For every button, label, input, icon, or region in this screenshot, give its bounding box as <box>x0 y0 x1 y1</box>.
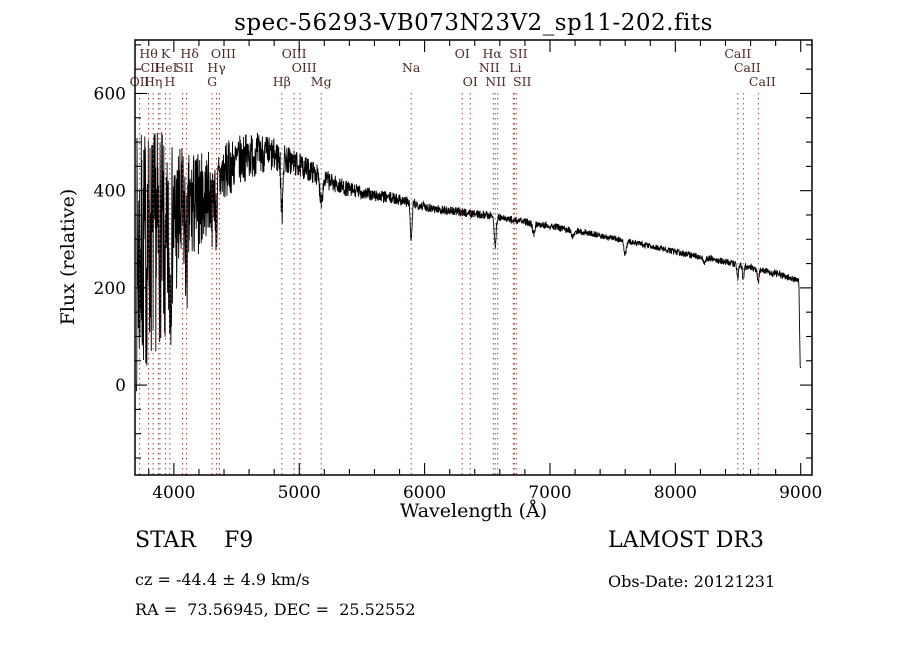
spectral-line-label: OI <box>455 46 470 61</box>
plot-title: spec-56293-VB073N23V2_sp11-202.fits <box>234 10 713 36</box>
spectral-line-label: Hδ <box>180 46 198 61</box>
spectral-line-label: K <box>161 46 171 61</box>
spectral-line-label: OIII <box>282 46 307 61</box>
y-tick-label: 200 <box>94 279 126 299</box>
x-tick-label: 6000 <box>403 483 446 503</box>
obs-date-label: Obs-Date: 20121231 <box>608 572 776 591</box>
spectral-line-label: CaII <box>749 74 776 89</box>
spectral-line-label: G <box>207 74 217 89</box>
y-tick-label: 600 <box>94 84 126 104</box>
spectral-line-label: Hα <box>483 46 503 61</box>
spectral-line-label: CII <box>141 60 161 75</box>
axis-ticks <box>135 40 812 475</box>
spectral-line-label: SII <box>175 60 194 75</box>
y-axis-label: Flux (relative) <box>57 188 79 326</box>
spectrum-trace <box>136 132 802 392</box>
spectral-line-label: Hθ <box>139 46 157 61</box>
spectral-line-label: Hη <box>144 74 162 89</box>
radial-velocity-label: cz = -44.4 ± 4.9 km/s <box>135 570 310 589</box>
x-tick-label: 9000 <box>779 483 822 503</box>
spectral-line-label: CaII <box>734 60 761 75</box>
y-tick-label: 400 <box>94 182 126 202</box>
tick-labels: 4000 5000 6000 7000 8000 9000 0 200 400 600 <box>94 84 823 503</box>
spectral-line-label: CaII <box>724 46 751 61</box>
spectral-line-label: NII <box>485 74 506 89</box>
ra-dec-label: RA = 73.56945, DEC = 25.52552 <box>135 600 416 619</box>
spectral-line-label: Li <box>509 60 521 75</box>
spectral-line-label: Mg <box>311 74 332 89</box>
spectral-line-label: Hβ <box>273 74 291 89</box>
object-class-label: STAR F9 <box>135 528 254 553</box>
x-tick-label: 8000 <box>654 483 697 503</box>
spectral-line-label: SII <box>509 46 528 61</box>
spectral-line-label: H <box>164 74 175 89</box>
spectral-line-label: SII <box>513 74 532 89</box>
x-tick-label: 5000 <box>278 483 321 503</box>
y-tick-label: 0 <box>115 376 126 396</box>
survey-release-label: LAMOST DR3 <box>608 528 764 553</box>
spectral-line-markers: OIIHθHηCIIHeIKHSIIHδGHγOIIIHβOIIIOIIIMgN… <box>130 46 776 475</box>
spectral-line-label: HeI <box>154 60 177 75</box>
spectral-line-label: OIII <box>211 46 236 61</box>
spectral-line-label: Na <box>402 60 421 75</box>
spectral-line-label: OIII <box>292 60 317 75</box>
plot-border <box>134 39 813 476</box>
x-tick-label: 4000 <box>152 483 195 503</box>
x-axis-label: Wavelength (Å) <box>399 500 548 522</box>
spectral-line-label: NII <box>479 60 500 75</box>
spectral-line-label: Hγ <box>207 60 225 75</box>
x-tick-label: 7000 <box>528 483 571 503</box>
spectral-line-label: OI <box>463 74 478 89</box>
